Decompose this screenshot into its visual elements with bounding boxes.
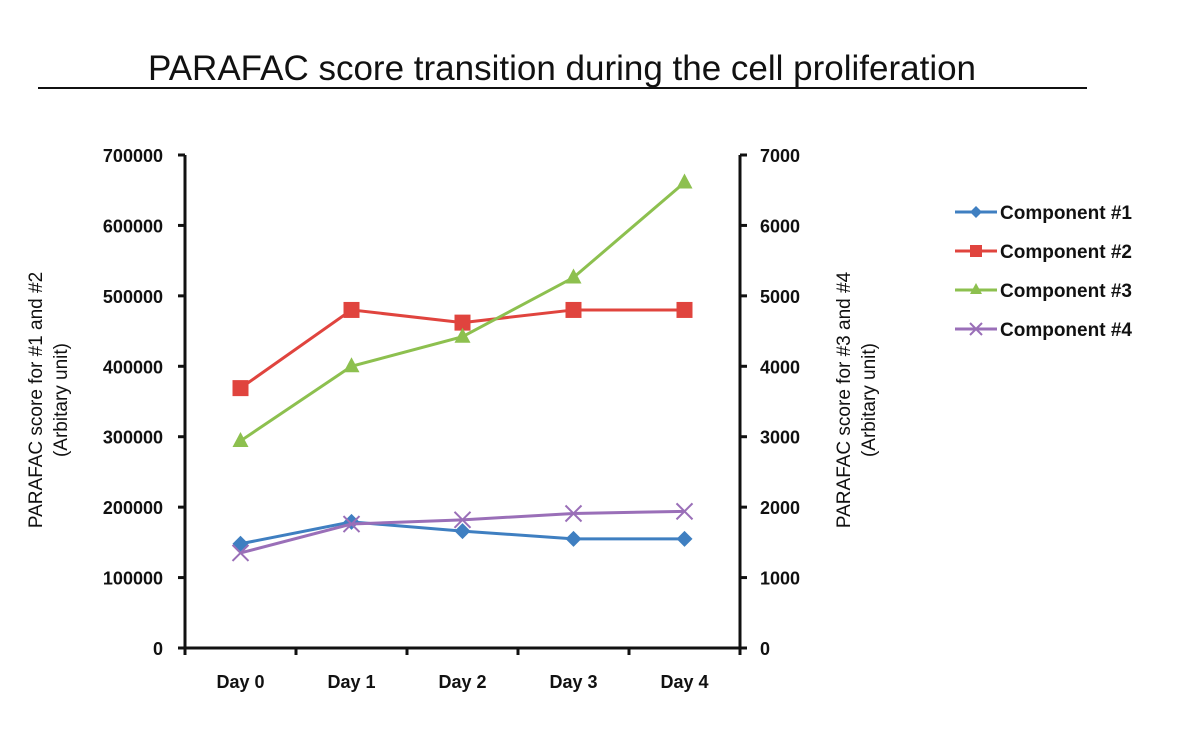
square-marker xyxy=(343,301,360,318)
y-left-tick-label: 500000 xyxy=(103,287,163,307)
y-left-tick-label: 600000 xyxy=(103,216,163,236)
series-group xyxy=(231,173,694,562)
x-marker xyxy=(564,504,583,523)
y-right-tick-label: 6000 xyxy=(760,216,800,236)
triangle-marker xyxy=(232,431,249,447)
x-marker xyxy=(969,322,983,336)
x-marker xyxy=(453,511,472,529)
square-marker xyxy=(676,301,693,318)
legend: Component #1 Component #2 Component #3 Comp… xyxy=(955,203,1132,341)
diamond-marker xyxy=(676,530,693,547)
square-marker xyxy=(565,301,582,318)
y-right-label-line1: PARAFAC score for #3 and #4 xyxy=(834,271,855,528)
square-marker xyxy=(232,380,249,397)
triangle-marker xyxy=(565,268,582,284)
triangle-marker xyxy=(454,327,471,343)
diamond-marker xyxy=(232,535,249,552)
y-right-tick-label: 1000 xyxy=(760,569,800,589)
chart-title: PARAFAC score transition during the cell… xyxy=(148,49,976,88)
y-right-tick-label: 4000 xyxy=(760,357,800,377)
y-left-tick-label: 0 xyxy=(153,639,163,659)
y-left-label-line1: PARAFAC score for #1 and #2 xyxy=(26,272,47,528)
y-right-tick-label: 7000 xyxy=(760,146,800,166)
square-marker xyxy=(970,245,982,257)
x-tick-label: Day 0 xyxy=(216,672,264,692)
x-marker xyxy=(342,515,361,533)
triangle-marker xyxy=(970,283,982,294)
square-marker xyxy=(454,314,471,331)
y-right-tick-label: 0 xyxy=(760,639,770,659)
y-right-tick-label: 3000 xyxy=(760,428,800,448)
diamond-marker xyxy=(565,530,582,547)
series-line-3 xyxy=(239,181,686,443)
y-left-label-line2: (Arbitary unit) xyxy=(51,343,72,457)
x-tick-label: Day 3 xyxy=(549,672,597,692)
triangle-marker xyxy=(676,173,693,189)
diamond-marker xyxy=(454,523,471,540)
y-right-tick-label: 2000 xyxy=(760,498,800,518)
x-marker xyxy=(231,544,250,562)
legend-label-2: Component #2 xyxy=(1000,242,1132,263)
axes: Day 0 Day 1 Day 2 Day 3 Day 4 0 100000 200000 30… xyxy=(103,146,800,692)
x-tick-label: Day 4 xyxy=(660,672,708,692)
y-right-tick-label: 5000 xyxy=(760,287,800,307)
y-left-tick-label: 300000 xyxy=(103,428,163,448)
y-right-label-line2: (Arbitary unit) xyxy=(859,343,880,457)
legend-label-1: Component #1 xyxy=(1000,203,1132,224)
legend-label-4: Component #4 xyxy=(1000,320,1132,341)
y-left-tick-label: 200000 xyxy=(103,498,163,518)
legend-label-3: Component #3 xyxy=(1000,281,1132,302)
triangle-marker xyxy=(343,357,360,373)
x-tick-label: Day 2 xyxy=(438,672,486,692)
y-left-tick-label: 700000 xyxy=(103,146,163,166)
x-marker xyxy=(675,502,694,521)
y-left-tick-label: 100000 xyxy=(103,569,163,589)
diamond-marker xyxy=(970,206,982,218)
x-tick-label: Day 1 xyxy=(327,672,375,692)
y-left-tick-label: 400000 xyxy=(103,357,163,377)
diamond-marker xyxy=(343,513,360,530)
